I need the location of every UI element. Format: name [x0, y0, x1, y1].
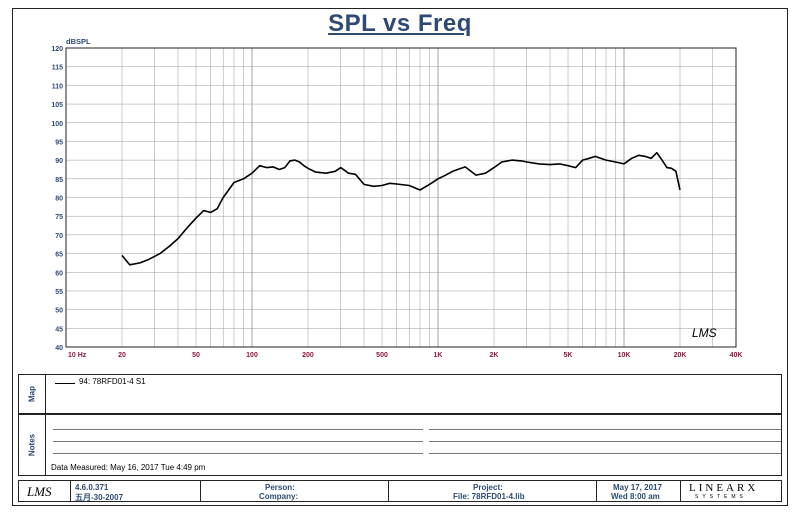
x-tick-label: 5K [564, 352, 573, 359]
notes-panel: Notes Data Measured: May 16, 2017 Tue 4:… [18, 414, 782, 476]
note-line [429, 453, 781, 454]
y-tick-label: 65 [55, 252, 63, 259]
y-tick-label: 115 [52, 65, 63, 72]
y-tick-label: 90 [55, 158, 63, 165]
note-line [429, 429, 781, 430]
footer-logo-cell: LMS [19, 481, 71, 501]
legend-entry[interactable]: 94: 78RFD01-4 S1 [79, 377, 146, 386]
y-tick-label: 120 [51, 46, 63, 53]
footer-project-cell: Project: File: 78RFD01-4.lib [389, 481, 597, 501]
plot-border [65, 47, 737, 348]
y-tick-label: 40 [55, 345, 63, 352]
note-line [53, 429, 423, 430]
spl-chart: 40 45 50 55 60 65 70 75 80 85 90 95 100 105 110 115 120 1… [51, 37, 742, 359]
window-frame [12, 8, 788, 506]
notes-panel-label: Notes [27, 433, 37, 457]
footer-bar: LMS 4.6.0.371 五月-30-2007 Person: Company… [18, 480, 782, 502]
x-tick-label: 500 [376, 352, 388, 359]
x-tick-label: 10 Hz [68, 352, 87, 359]
footer-time: Wed 8:00 am [611, 492, 660, 501]
y-tick-label: 75 [55, 214, 63, 221]
chart-series [121, 151, 681, 266]
footer-brand-cell: LINEARX SYSTEMS [681, 481, 781, 501]
y-tick-label: 55 [55, 289, 63, 296]
footer-version-cell: 4.6.0.371 五月-30-2007 [71, 481, 201, 502]
y-tick-label: 85 [55, 177, 63, 184]
y-tick-label: 95 [55, 139, 63, 146]
x-tick-label: 1K [434, 352, 443, 359]
footer-date: May 17, 2017 [613, 483, 662, 492]
y-tick-label: 100 [51, 121, 63, 128]
project-label: Project: [473, 483, 503, 492]
x-tick-label: 20K [674, 352, 687, 359]
map-panel-label-box: Map [19, 375, 46, 413]
y-axis-label: dBSPL [66, 37, 91, 46]
x-tick-label: 2K [490, 352, 499, 359]
legend-swatch [55, 383, 75, 384]
x-tick-label: 10K [618, 352, 631, 359]
spl-curve [121, 151, 681, 266]
x-tick-label: 40K [730, 352, 743, 359]
note-line [53, 453, 423, 454]
x-tick-label: 50 [192, 352, 200, 359]
y-tick-label: 110 [52, 83, 63, 90]
y-tick-label: 70 [55, 233, 63, 240]
footer-person-cell: Person: Company: [201, 481, 389, 501]
x-tick-label: 20 [118, 352, 126, 359]
y-tick-label: 105 [51, 102, 63, 109]
linearx-subtitle: SYSTEMS [695, 494, 747, 500]
x-tick-label: 100 [246, 352, 258, 359]
company-label: Company: [259, 492, 299, 501]
x-tick-label: 200 [302, 352, 314, 359]
notes-panel-label-box: Notes [19, 415, 46, 475]
file-label: File: 78RFD01-4.lib [453, 492, 525, 501]
map-panel: Map 94: 78RFD01-4 S1 [18, 374, 782, 414]
y-tick-label: 45 [55, 326, 63, 333]
chart-ticks: 40 45 50 55 60 65 70 75 80 85 90 95 100 105 110 115 120 1… [51, 46, 742, 359]
lms-watermark: LMS [692, 326, 717, 340]
note-line [429, 441, 781, 442]
version-date: 五月-30-2007 [75, 493, 124, 502]
chart-title: SPL vs Freq [328, 10, 472, 37]
note-line [53, 441, 423, 442]
linearx-logo: LINEARX [689, 482, 759, 494]
map-panel-label: Map [27, 386, 37, 402]
person-label: Person: [265, 483, 295, 492]
footer-date-cell: May 17, 2017 Wed 8:00 am [597, 481, 681, 501]
data-measured: Data Measured: May 16, 2017 Tue 4:49 pm [51, 463, 206, 472]
version-number: 4.6.0.371 [75, 483, 109, 492]
lms-logo: LMS [27, 484, 52, 499]
y-tick-label: 50 [55, 308, 63, 315]
y-tick-label: 80 [55, 196, 63, 203]
y-tick-label: 60 [55, 270, 63, 277]
chart-grid [66, 47, 736, 348]
